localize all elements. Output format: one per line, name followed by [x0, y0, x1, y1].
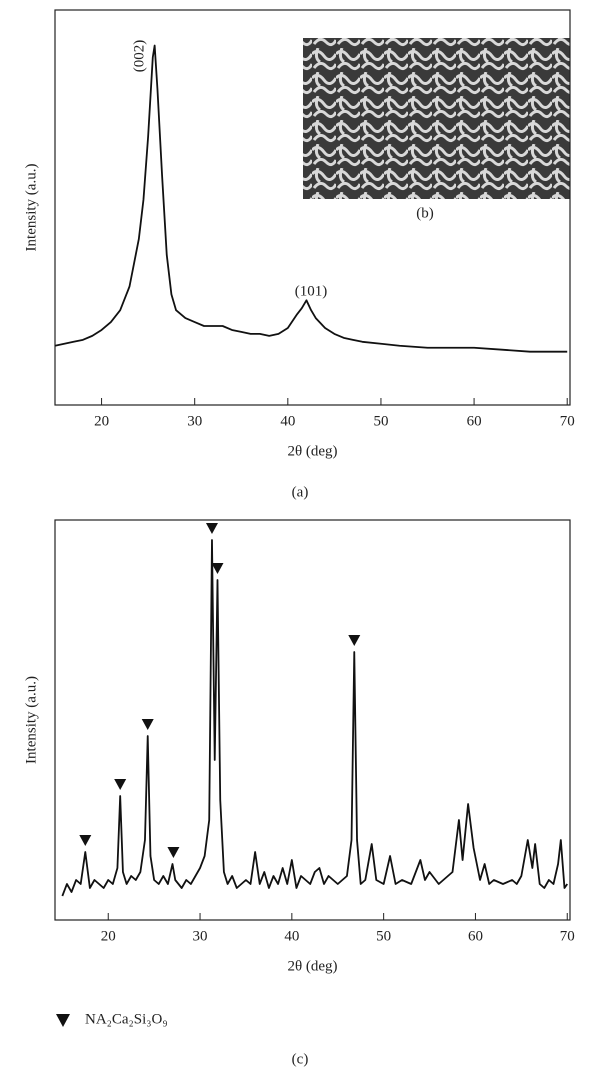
- y-axis-label: Intensity (a.u.): [23, 164, 39, 252]
- x-tick-label: 70: [560, 413, 575, 429]
- x-tick-label: 40: [284, 928, 299, 944]
- inset-label: (b): [416, 205, 434, 221]
- x-tick-label: 70: [560, 928, 575, 944]
- x-tick-label: 40: [280, 413, 295, 429]
- x-tick-label: 50: [373, 413, 388, 429]
- plot-frame: [54, 519, 571, 921]
- x-tick-label: 30: [187, 413, 202, 429]
- x-tick-label: 60: [468, 928, 483, 944]
- panel-label: (a): [292, 484, 309, 500]
- sem-inset-image: [303, 38, 570, 199]
- peak-marker: [79, 835, 92, 846]
- legend-label: NA₂Ca₂Si₃O₉: [85, 1011, 168, 1027]
- peak-marker: [141, 719, 154, 730]
- plot-frame: [54, 9, 571, 406]
- peak-marker: [114, 779, 127, 790]
- legend-marker: [56, 1014, 70, 1027]
- peak-marker: [211, 563, 224, 574]
- panel-label: (c): [292, 1051, 309, 1067]
- peak-marker: [348, 635, 361, 646]
- x-axis-label: 2θ (deg): [287, 443, 337, 459]
- x-axis-label: 2θ (deg): [287, 958, 337, 974]
- x-tick-label: 20: [101, 928, 116, 944]
- peak-annotation: (002): [131, 40, 147, 73]
- peak-marker: [205, 523, 218, 534]
- x-tick-label: 50: [376, 928, 391, 944]
- data-line: [54, 44, 568, 353]
- x-tick-label: 60: [467, 413, 482, 429]
- y-axis-label: Intensity (a.u.): [23, 676, 39, 764]
- peak-marker: [167, 847, 180, 858]
- x-tick-label: 20: [94, 413, 109, 429]
- data-line: [61, 539, 568, 897]
- x-tick-label: 30: [193, 928, 208, 944]
- peak-annotation: (101): [295, 283, 328, 299]
